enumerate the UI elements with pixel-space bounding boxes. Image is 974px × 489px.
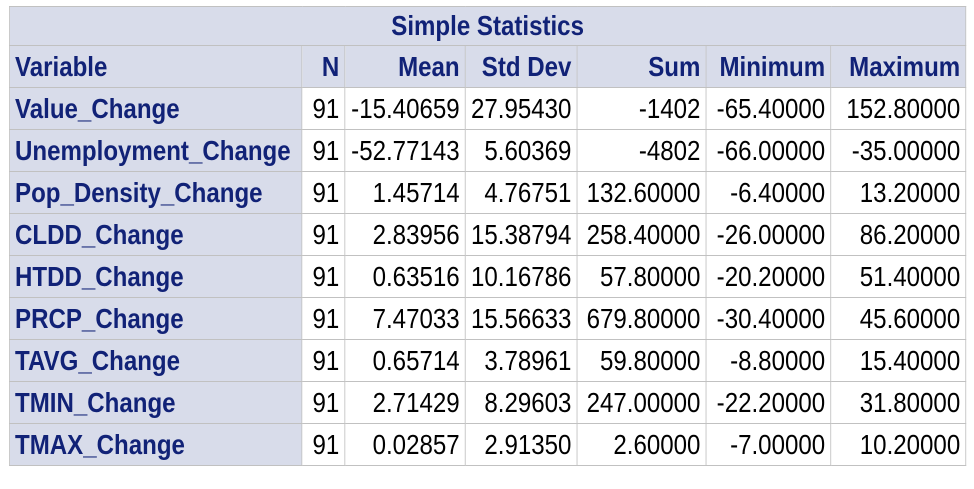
table-title-row: Simple Statistics	[8, 6, 967, 46]
row-sum: -1402	[576, 87, 707, 130]
row-mean: 0.02857	[344, 423, 466, 466]
row-maximum: 86.20000	[830, 213, 967, 256]
column-header-variable: Variable	[9, 45, 303, 88]
row-n: 91	[301, 87, 346, 130]
row-sum: -4802	[576, 129, 707, 172]
row-mean: 2.71429	[344, 381, 466, 424]
row-n: 91	[301, 129, 346, 172]
row-mean: 7.47033	[344, 297, 466, 340]
table-row: PRCP_Change 91 7.47033 15.56633 679.8000…	[9, 297, 967, 340]
row-sum: 247.00000	[576, 381, 707, 424]
row-minimum: -65.40000	[705, 87, 832, 130]
row-minimum: -6.40000	[705, 171, 832, 214]
row-mean: -15.40659	[344, 87, 466, 130]
simple-statistics-table: Simple Statistics Variable N Mean Std De…	[8, 6, 967, 466]
row-sum: 679.80000	[576, 297, 707, 340]
table-row: Unemployment_Change 91 -52.77143 5.60369…	[9, 129, 967, 172]
row-std-dev: 15.38794	[464, 213, 578, 256]
row-minimum: -26.00000	[705, 213, 832, 256]
row-maximum: -35.00000	[830, 129, 967, 172]
row-variable: Unemployment_Change	[9, 129, 303, 172]
table-row: TAVG_Change 91 0.65714 3.78961 59.80000 …	[9, 339, 967, 382]
simple-statistics-table-container: Simple Statistics Variable N Mean Std De…	[8, 6, 967, 466]
row-minimum: -30.40000	[705, 297, 832, 340]
row-std-dev: 8.29603	[464, 381, 578, 424]
table-row: CLDD_Change 91 2.83956 15.38794 258.4000…	[9, 213, 967, 256]
row-variable: TMIN_Change	[9, 381, 303, 424]
row-std-dev: 2.91350	[464, 423, 578, 466]
row-std-dev: 10.16786	[464, 255, 578, 298]
row-maximum: 13.20000	[830, 171, 967, 214]
row-variable: TMAX_Change	[9, 423, 303, 466]
row-sum: 258.40000	[576, 213, 707, 256]
row-minimum: -22.20000	[705, 381, 832, 424]
row-variable: Value_Change	[9, 87, 303, 130]
row-std-dev: 4.76751	[464, 171, 578, 214]
row-minimum: -20.20000	[705, 255, 832, 298]
table-title: Simple Statistics	[8, 6, 967, 46]
table-row: HTDD_Change 91 0.63516 10.16786 57.80000…	[9, 255, 967, 298]
row-maximum: 45.60000	[830, 297, 967, 340]
row-maximum: 31.80000	[830, 381, 967, 424]
table-row: Pop_Density_Change 91 1.45714 4.76751 13…	[9, 171, 967, 214]
row-variable: CLDD_Change	[9, 213, 303, 256]
row-maximum: 152.80000	[830, 87, 967, 130]
column-header-row: Variable N Mean Std Dev Sum Minimum Maxi…	[9, 45, 967, 88]
row-n: 91	[301, 213, 346, 256]
row-sum: 2.60000	[576, 423, 707, 466]
table-body: Value_Change 91 -15.40659 27.95430 -1402…	[9, 87, 967, 466]
row-n: 91	[301, 339, 346, 382]
row-variable: Pop_Density_Change	[9, 171, 303, 214]
row-n: 91	[301, 255, 346, 298]
column-header-maximum: Maximum	[830, 45, 967, 88]
row-variable: HTDD_Change	[9, 255, 303, 298]
row-mean: 2.83956	[344, 213, 466, 256]
row-maximum: 15.40000	[830, 339, 967, 382]
row-std-dev: 5.60369	[464, 129, 578, 172]
column-header-sum: Sum	[576, 45, 707, 88]
row-std-dev: 15.56633	[464, 297, 578, 340]
row-sum: 57.80000	[576, 255, 707, 298]
row-n: 91	[301, 297, 346, 340]
column-header-n: N	[301, 45, 346, 88]
row-std-dev: 3.78961	[464, 339, 578, 382]
row-minimum: -66.00000	[705, 129, 832, 172]
table-row: Value_Change 91 -15.40659 27.95430 -1402…	[9, 87, 967, 130]
row-mean: 0.63516	[344, 255, 466, 298]
row-n: 91	[301, 171, 346, 214]
row-n: 91	[301, 423, 346, 466]
row-sum: 132.60000	[576, 171, 707, 214]
column-header-minimum: Minimum	[705, 45, 832, 88]
row-mean: 1.45714	[344, 171, 466, 214]
row-variable: PRCP_Change	[9, 297, 303, 340]
row-minimum: -7.00000	[705, 423, 832, 466]
table-row: TMAX_Change 91 0.02857 2.91350 2.60000 -…	[9, 423, 967, 466]
row-mean: -52.77143	[344, 129, 466, 172]
column-header-mean: Mean	[344, 45, 466, 88]
row-std-dev: 27.95430	[464, 87, 578, 130]
row-maximum: 10.20000	[830, 423, 967, 466]
row-minimum: -8.80000	[705, 339, 832, 382]
row-sum: 59.80000	[576, 339, 707, 382]
column-header-std-dev: Std Dev	[464, 45, 578, 88]
row-mean: 0.65714	[344, 339, 466, 382]
row-maximum: 51.40000	[830, 255, 967, 298]
row-variable: TAVG_Change	[9, 339, 303, 382]
table-row: TMIN_Change 91 2.71429 8.29603 247.00000…	[9, 381, 967, 424]
row-n: 91	[301, 381, 346, 424]
